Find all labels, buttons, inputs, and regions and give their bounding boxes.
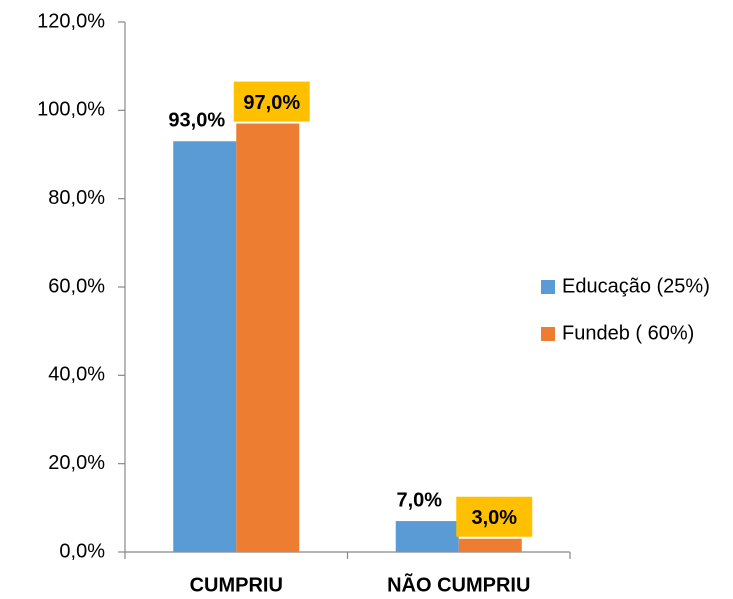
y-tick-label: 100,0% (37, 99, 105, 121)
value-label-box (233, 81, 310, 122)
y-tick-label: 60,0% (48, 275, 105, 297)
y-tick-label: 120,0% (37, 10, 105, 32)
y-tick-label: 0,0% (59, 540, 105, 562)
y-tick-label: 20,0% (48, 452, 105, 474)
legend-label: Fundeb ( 60%) (562, 322, 694, 344)
x-tick-label: NÃO CUMPRIU (387, 573, 530, 596)
x-tick-label: CUMPRIU (190, 574, 283, 596)
value-label: 7,0% (396, 489, 442, 511)
value-label: 3,0% (471, 507, 517, 529)
value-label: 93,0% (168, 110, 225, 132)
y-tick-label: 80,0% (48, 187, 105, 209)
legend-label: Educação (25%) (562, 275, 710, 297)
y-tick-label: 40,0% (48, 364, 105, 386)
legend-swatch (541, 280, 555, 294)
bar (236, 123, 300, 552)
value-label-box (456, 496, 533, 537)
value-label: 97,0% (243, 92, 300, 114)
bar (458, 538, 522, 552)
bar (173, 141, 237, 552)
bar (395, 521, 459, 552)
legend-swatch (541, 327, 555, 341)
